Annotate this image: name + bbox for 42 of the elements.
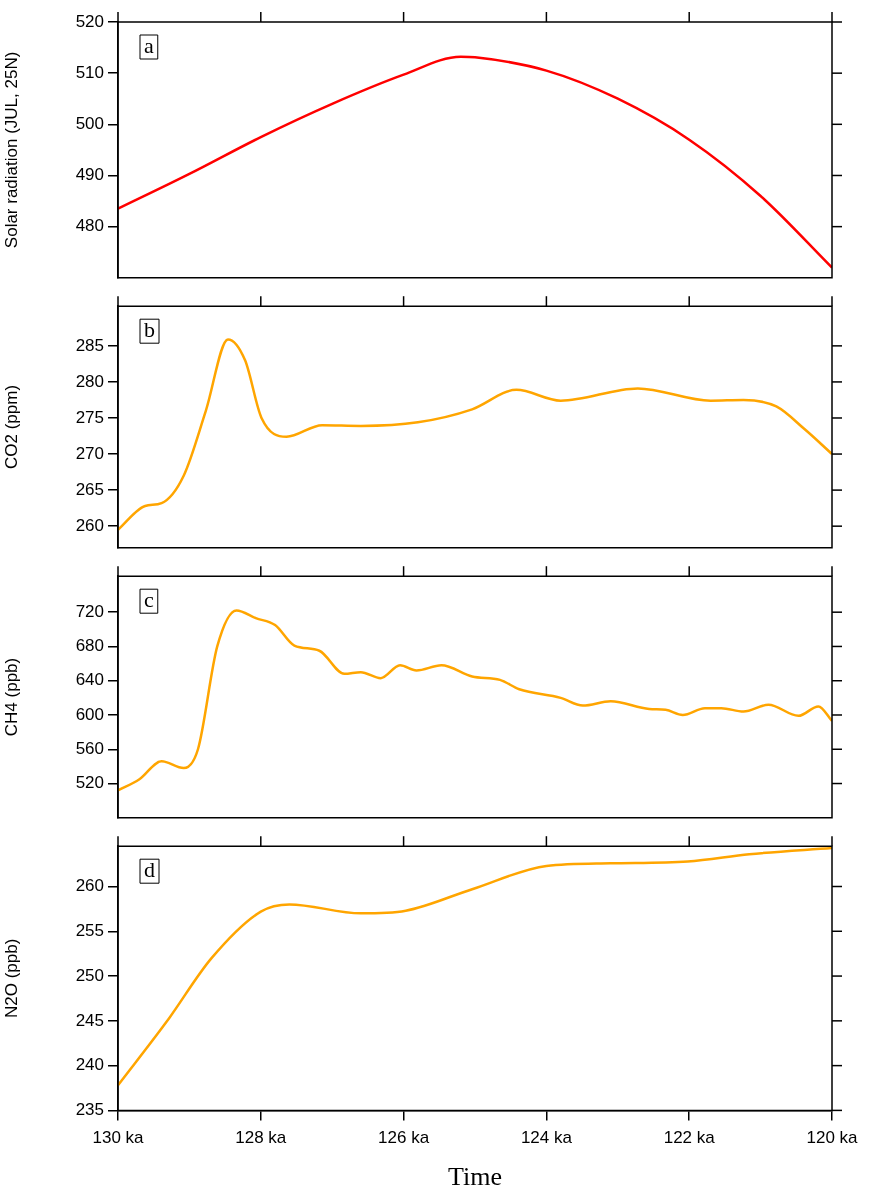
y-tick-label: 640 — [75, 670, 104, 690]
x-tick-label: 130 ka — [92, 1128, 145, 1148]
y-tick-label: 260 — [75, 515, 104, 535]
y-tick-label: 490 — [75, 165, 104, 185]
y-tick-label: 500 — [75, 114, 104, 134]
annotation: a — [144, 32, 154, 58]
line-series — [118, 846, 832, 1087]
x-tick-label: 126 ka — [378, 1128, 430, 1148]
y-tick-label: 520 — [75, 773, 104, 793]
y-tick-label: 245 — [75, 1010, 104, 1030]
x-axis-title: Time — [448, 1162, 502, 1192]
line-series — [118, 338, 832, 532]
x-tick-label: 124 ka — [520, 1128, 573, 1148]
y-axis-title: CH4 (ppb) — [1, 657, 21, 737]
y-tick-label: 250 — [75, 965, 104, 985]
y-tick-label: 280 — [75, 371, 104, 391]
x-tick-label: 122 ka — [663, 1128, 716, 1148]
y-tick-label: 480 — [75, 216, 104, 236]
annotation: b — [144, 316, 155, 342]
y-tick-label: 680 — [75, 636, 104, 656]
line-series — [118, 609, 832, 792]
y-tick-label: 510 — [75, 62, 104, 82]
y-tick-label: 265 — [75, 479, 104, 499]
x-tick-label: 120 ka — [806, 1128, 859, 1148]
y-tick-label: 520 — [75, 11, 104, 31]
annotation: d — [144, 856, 155, 882]
y-tick-label: 720 — [75, 601, 104, 621]
line-series — [118, 55, 832, 269]
y-axis-title: Solar radiation (JUL, 25N) — [1, 51, 21, 249]
y-axis-title: CO2 (ppm) — [1, 384, 21, 470]
y-tick-label: 235 — [75, 1100, 104, 1120]
y-tick-label: 255 — [75, 920, 104, 940]
y-tick-label: 600 — [75, 704, 104, 724]
annotation: c — [144, 586, 154, 612]
y-tick-label: 285 — [75, 335, 104, 355]
x-tick-label: 128 ka — [235, 1128, 287, 1148]
y-tick-label: 240 — [75, 1055, 104, 1075]
y-tick-label: 270 — [75, 443, 104, 463]
y-tick-label: 260 — [75, 876, 104, 896]
y-tick-label: 560 — [75, 738, 104, 758]
y-tick-label: 275 — [75, 407, 104, 427]
y-axis-title: N2O (ppb) — [1, 938, 21, 1018]
